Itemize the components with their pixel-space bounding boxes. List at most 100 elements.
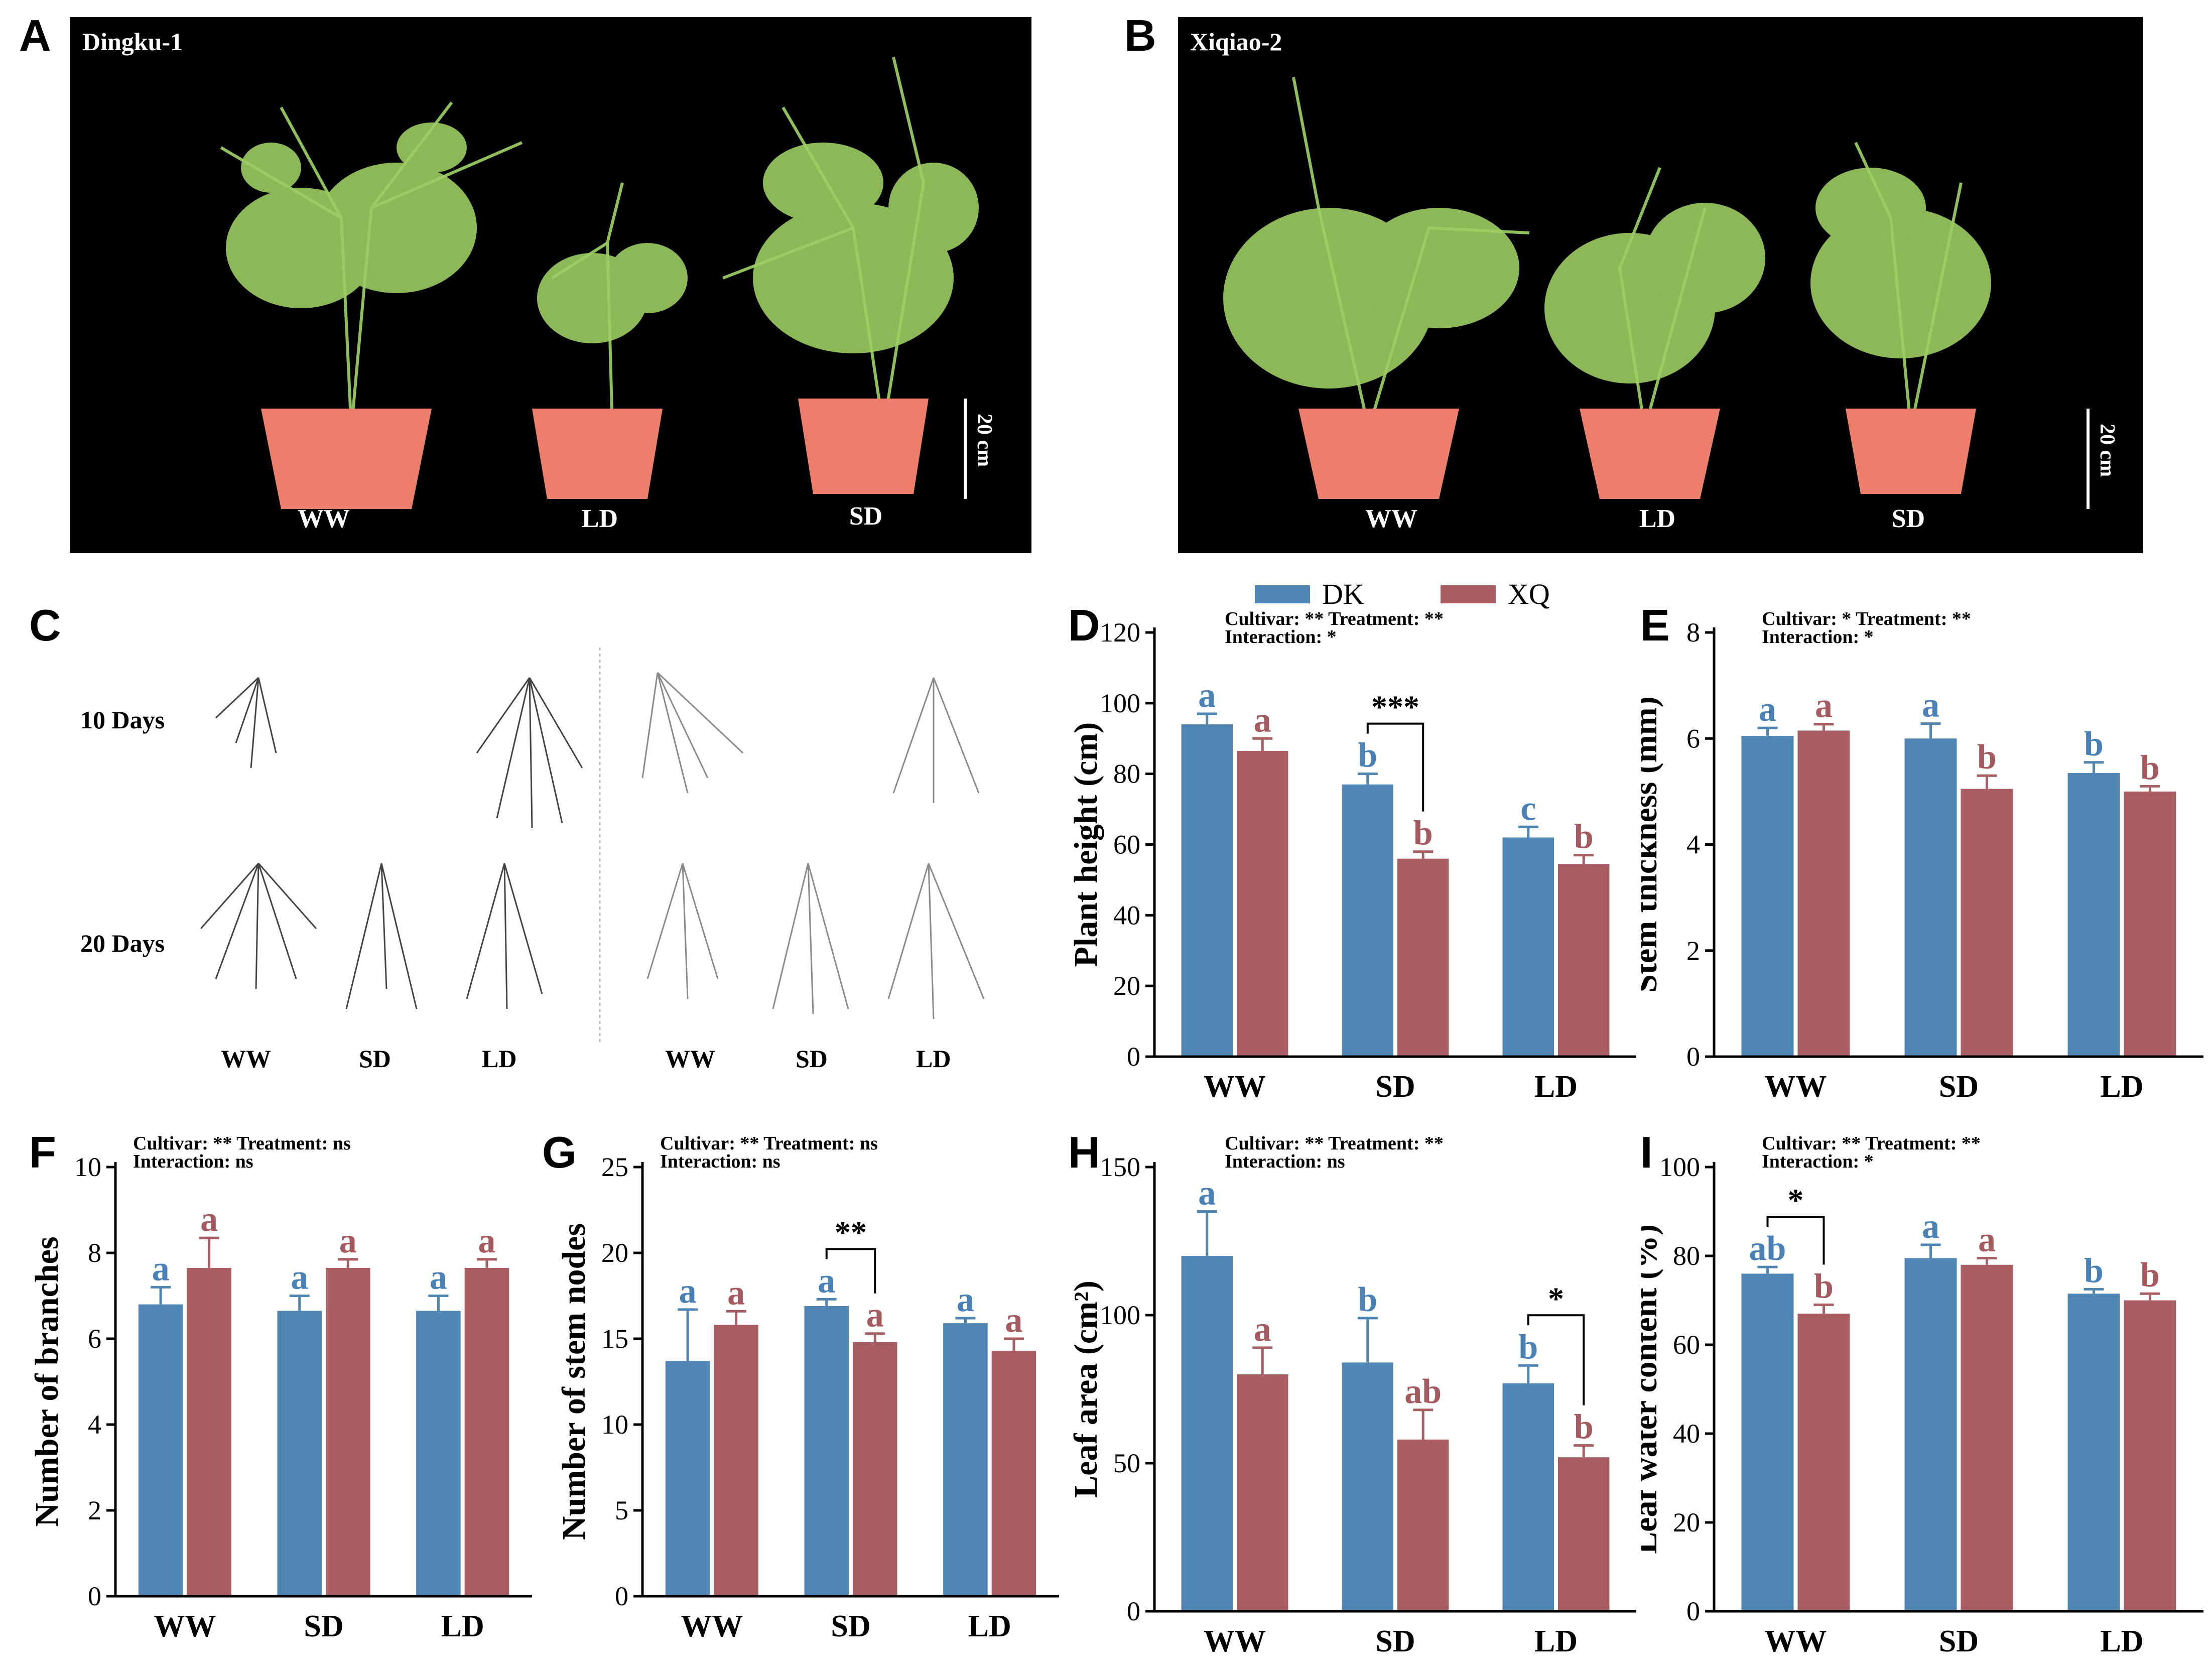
y-tick-label: 6 <box>88 1324 101 1354</box>
y-tick-label: 20 <box>601 1238 628 1268</box>
stats-text: Interaction: ns <box>1225 1151 1345 1172</box>
bar-dk <box>1502 837 1554 1057</box>
panel-letter-i: I <box>1640 1127 1653 1177</box>
significance-letter: b <box>2140 1256 2160 1295</box>
panel-letter-e: E <box>1640 600 1670 650</box>
bar-dk <box>277 1311 322 1596</box>
significance-letter: b <box>2140 748 2160 787</box>
y-tick-label: 120 <box>1100 617 1140 648</box>
y-tick-label: 8 <box>1686 617 1700 648</box>
significance-letter: a <box>1922 1207 1939 1246</box>
panel-letter-h: H <box>1068 1127 1100 1177</box>
legend-swatch-dk <box>1255 585 1310 603</box>
y-tick-label: 25 <box>601 1152 628 1182</box>
significance-letter: a <box>1005 1301 1022 1340</box>
significance-letter: a <box>152 1249 170 1288</box>
significance-letter: a <box>727 1273 745 1312</box>
y-axis-label: Plant height (cm) <box>1069 722 1104 967</box>
x-tick-label: WW <box>1765 1070 1827 1104</box>
y-tick-label: 10 <box>601 1409 628 1440</box>
y-tick-label: 5 <box>615 1495 628 1525</box>
x-tick-label: SD <box>1375 1070 1415 1104</box>
bar-dk <box>943 1323 988 1596</box>
bar-xq <box>326 1267 370 1596</box>
y-tick-label: 15 <box>601 1324 628 1354</box>
y-tick-label: 0 <box>1686 1596 1700 1626</box>
bar-xq <box>1237 750 1288 1057</box>
bar-dk <box>416 1311 461 1596</box>
y-tick-label: 0 <box>1686 1042 1700 1072</box>
chart-plant-height: 0 20 40 60 80 100 120 Plant height (cm) Cultivar… <box>1069 608 1636 1104</box>
bar-dk <box>1741 735 1794 1057</box>
bar-dk <box>1342 784 1393 1057</box>
y-tick-label: 4 <box>1686 830 1700 860</box>
x-tick-label: WW <box>1204 1624 1266 1658</box>
root-col-label: LD <box>482 1045 517 1073</box>
significance-letter: a <box>1922 686 1939 725</box>
y-tick-label: 20 <box>1673 1507 1700 1537</box>
significance-bracket <box>825 1248 876 1294</box>
stats-text: Interaction: * <box>1762 1151 1874 1172</box>
legend-item-dk: DK <box>1255 577 1364 611</box>
bar-xq <box>1961 789 2013 1057</box>
photo-label-ld: LD <box>1639 504 1676 533</box>
legend: DK XQ <box>1255 577 1606 612</box>
photo-xiqiao: Xiqiao-2 WW LD SD 20 cm <box>1178 17 2143 553</box>
scale-label: 20 cm <box>2096 424 2119 477</box>
significance-stars: * <box>1788 1182 1804 1218</box>
significance-stars: *** <box>1371 689 1419 725</box>
plant-illustration <box>220 57 979 509</box>
y-tick-label: 8 <box>88 1238 101 1268</box>
bar-dk <box>804 1306 849 1596</box>
bar-xq <box>714 1325 758 1596</box>
bar-xq <box>187 1267 231 1596</box>
y-tick-label: 0 <box>1127 1042 1140 1072</box>
y-axis-label: Leaf area (cm²) <box>1069 1280 1104 1498</box>
significance-letter: a <box>339 1222 357 1260</box>
x-tick-label: LD <box>968 1609 1011 1643</box>
significance-letter: a <box>1254 1310 1271 1349</box>
y-tick-label: 80 <box>1673 1241 1700 1271</box>
y-tick-label: 0 <box>1127 1596 1140 1626</box>
bar-xq <box>464 1267 509 1596</box>
x-tick-label: SD <box>1939 1624 1979 1658</box>
significance-letter: c <box>1520 789 1536 828</box>
stats-text: Interaction: * <box>1762 626 1874 648</box>
panel-letter-a: A <box>19 11 51 60</box>
bar-dk <box>138 1304 183 1596</box>
x-tick-label: WW <box>681 1609 743 1643</box>
chart-leaf-area: 0 50 100 150 Leaf area (cm²) Cultivar: ** Tre… <box>1069 1133 1636 1658</box>
y-tick-label: 50 <box>1113 1448 1140 1478</box>
root-col-label: LD <box>916 1045 951 1073</box>
bar-dk <box>1904 1258 1957 1611</box>
stats-text: Cultivar: ** Treatment: ns <box>133 1133 351 1154</box>
bar-dk <box>2067 1294 2120 1611</box>
y-tick-label: 2 <box>88 1495 101 1525</box>
chart-stem-nodes: 0 5 10 15 20 25 Number of stem nodes Cultivar: … <box>556 1133 1059 1643</box>
stats-text: Cultivar: ** Treatment: ns <box>660 1133 878 1154</box>
photo-title: Xiqiao-2 <box>1190 28 1282 56</box>
x-tick-label: SD <box>1939 1070 1979 1104</box>
bar-dk <box>1342 1362 1393 1611</box>
bar-xq <box>991 1350 1036 1596</box>
x-tick-label: SD <box>831 1609 870 1643</box>
root-col-label: WW <box>221 1045 271 1073</box>
significance-letter: ab <box>1749 1229 1786 1268</box>
stats-text: Interaction: * <box>1225 626 1337 648</box>
root-col-label: SD <box>359 1045 391 1073</box>
y-tick-label: 150 <box>1100 1152 1140 1182</box>
y-tick-label: 100 <box>1100 1300 1140 1330</box>
y-axis-label: Stem thickness (mm) <box>1641 696 1664 992</box>
photo-dingku: Dingku-1 WW LD SD 20 cm <box>70 17 1031 553</box>
x-tick-label: SD <box>1375 1624 1415 1658</box>
significance-bracket <box>1527 1314 1585 1405</box>
y-tick-label: 60 <box>1673 1330 1700 1360</box>
stats-text: Cultivar: ** Treatment: ** <box>1762 1133 1981 1154</box>
y-tick-label: 0 <box>615 1581 628 1611</box>
significance-letter: b <box>1574 818 1594 856</box>
bar-xq <box>1797 1314 1850 1611</box>
significance-letter: a <box>679 1272 697 1311</box>
significance-letter: b <box>1574 1408 1594 1447</box>
root-col-label: WW <box>665 1045 715 1073</box>
